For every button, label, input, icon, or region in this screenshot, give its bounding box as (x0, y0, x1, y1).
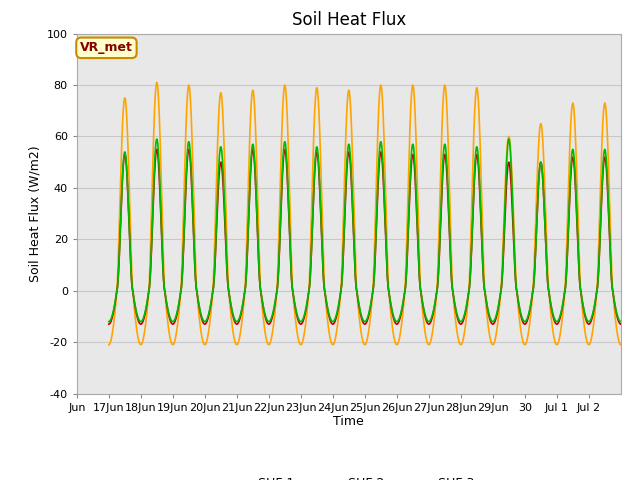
Title: Soil Heat Flux: Soil Heat Flux (292, 11, 406, 29)
X-axis label: Time: Time (333, 415, 364, 429)
Y-axis label: Soil Heat Flux (W/m2): Soil Heat Flux (W/m2) (28, 145, 41, 282)
Legend: SHF 1, SHF 2, SHF 3: SHF 1, SHF 2, SHF 3 (218, 472, 479, 480)
Text: VR_met: VR_met (80, 41, 133, 54)
